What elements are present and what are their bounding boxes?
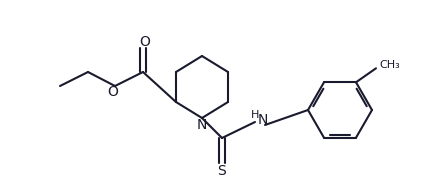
Text: N: N xyxy=(258,113,268,127)
Text: CH₃: CH₃ xyxy=(379,60,400,70)
Text: N: N xyxy=(197,118,207,132)
Text: O: O xyxy=(108,85,119,99)
Text: H: H xyxy=(251,110,259,120)
Text: S: S xyxy=(218,164,226,178)
Text: O: O xyxy=(140,35,150,49)
